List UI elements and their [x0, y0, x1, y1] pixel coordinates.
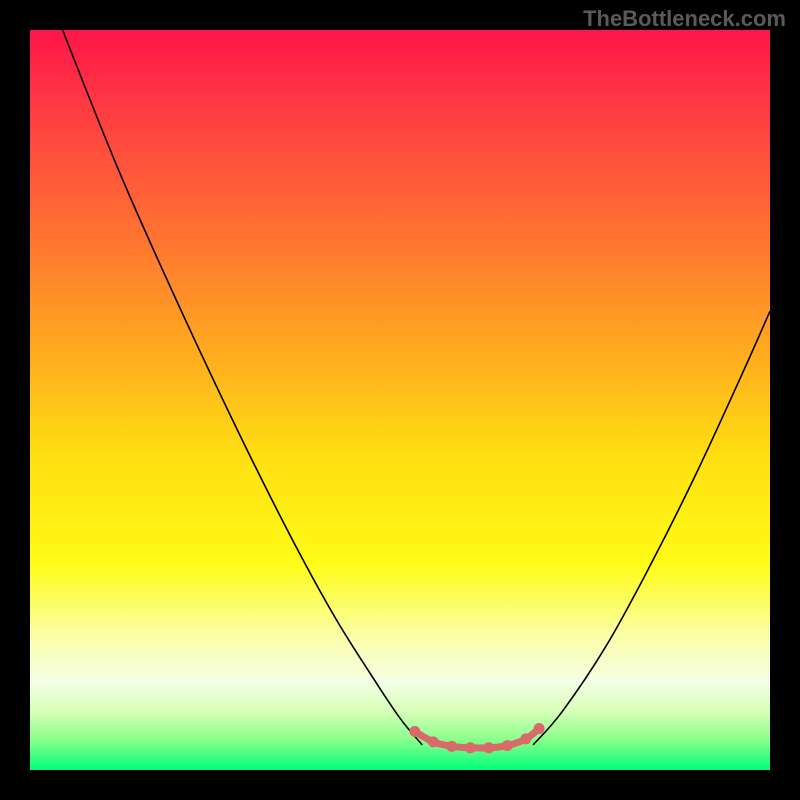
bottom-marker [534, 723, 545, 734]
bottom-marker [520, 733, 531, 744]
bottom-marker [446, 741, 457, 752]
bottom-marker [502, 740, 513, 751]
bottom-marker [409, 726, 420, 737]
plot-area [30, 30, 770, 770]
bottom-marker [483, 742, 494, 753]
watermark-text: TheBottleneck.com [583, 6, 786, 32]
gradient-plot [30, 30, 770, 770]
gradient-background [30, 30, 770, 770]
bottom-marker [428, 736, 439, 747]
chart-container: TheBottleneck.com [0, 0, 800, 800]
bottom-marker [465, 742, 476, 753]
